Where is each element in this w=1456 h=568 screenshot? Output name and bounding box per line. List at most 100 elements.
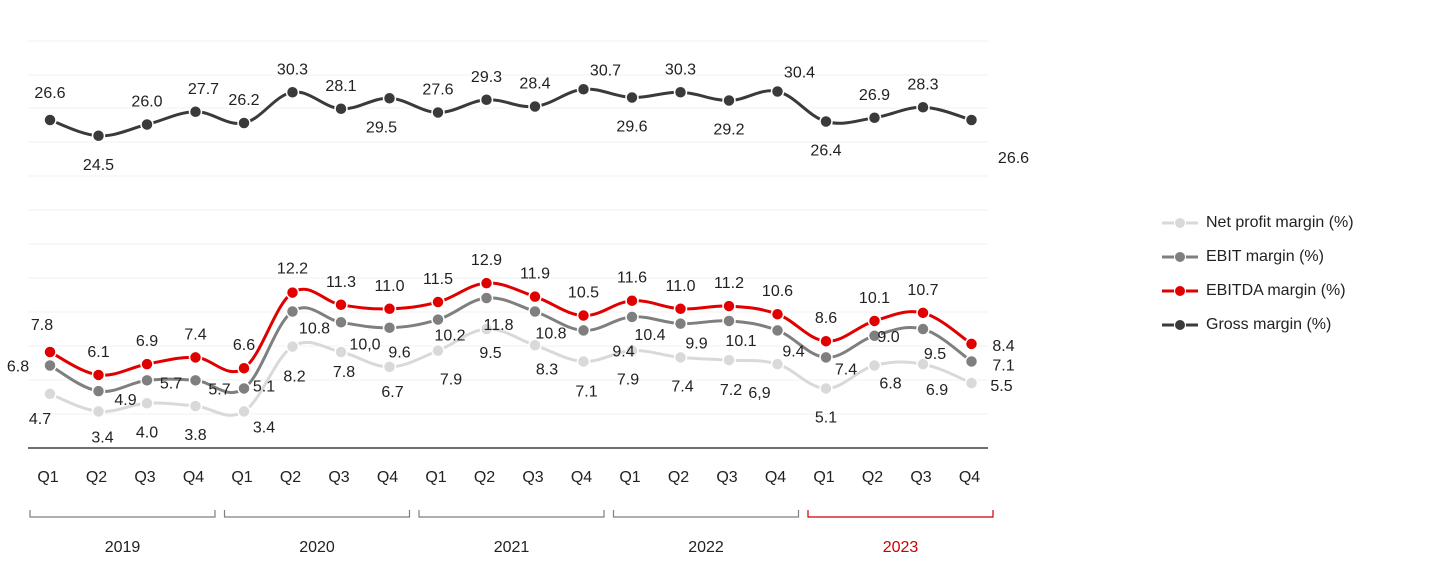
data-label: 7.1 (575, 383, 597, 400)
legend-label: EBIT margin (%) (1206, 248, 1324, 265)
data-label: 7.8 (333, 364, 355, 381)
legend-label: EBITDA margin (%) (1206, 282, 1346, 299)
data-point-ebitda (964, 337, 979, 351)
data-point-ebitda (576, 308, 591, 323)
legend-swatch-marker (1174, 217, 1186, 229)
data-point-ebitda (43, 345, 57, 359)
data-label: 7.1 (992, 357, 1014, 374)
data-label: 6.8 (879, 376, 901, 393)
data-label: 26.6 (998, 150, 1029, 167)
x-tick-label: Q1 (37, 469, 58, 486)
x-tick-label: Q3 (522, 469, 543, 486)
legend-label: Net profit margin (%) (1206, 214, 1354, 231)
x-tick-label: Q1 (425, 469, 446, 486)
data-point-gross (576, 82, 591, 96)
data-label: 29.2 (713, 122, 744, 139)
year-group-2019: 2019 (29, 510, 216, 556)
x-tick-label: Q1 (813, 469, 834, 486)
data-label: 28.1 (325, 78, 356, 95)
data-label: 11.3 (326, 274, 356, 291)
data-point-net (625, 343, 639, 358)
x-tick-label: Q2 (86, 469, 107, 486)
data-label: 11.2 (714, 275, 744, 292)
data-point-ebitda (285, 285, 300, 300)
data-label: 6.9 (926, 382, 948, 399)
data-point-gross (722, 93, 736, 108)
data-label: 6,9 (748, 385, 770, 402)
data-point-ebit (91, 384, 106, 398)
x-tick-label: Q2 (862, 469, 883, 486)
x-tick-label: Q2 (668, 469, 689, 486)
data-label: 30.7 (590, 62, 621, 79)
year-label: 2020 (299, 539, 335, 556)
data-point-ebitda (770, 307, 785, 321)
data-label: 5.1 (815, 409, 837, 426)
legend-swatch-net (1162, 217, 1198, 229)
data-label: 28.4 (519, 76, 550, 93)
data-point-ebitda (867, 314, 882, 328)
series-ebit (43, 291, 979, 398)
data-label: 12.2 (277, 261, 308, 278)
data-point-net (43, 387, 57, 401)
year-group-2020: 2020 (223, 510, 411, 556)
data-point-net (867, 358, 882, 373)
data-point-gross (625, 90, 639, 105)
data-label: 9.0 (877, 329, 899, 346)
data-label: 28.3 (907, 76, 938, 93)
x-axis: Q1 Q2 Q3 Q4 Q1 Q2 Q3 Q4 Q1 Q2 Q3 Q4 Q1 Q2 Q3 Q4 Q1 Q2 Q3 Q4 (28, 447, 988, 486)
data-point-ebitda (382, 302, 397, 316)
data-point-ebitda (819, 334, 833, 348)
data-point-ebitda (625, 293, 639, 308)
legend-swatch-ebit (1162, 251, 1198, 263)
data-point-net (722, 353, 736, 367)
legend-item-net: Net profit margin (%) (1160, 206, 1354, 240)
data-point-net (237, 404, 251, 419)
data-label: 9.6 (388, 345, 410, 362)
x-tick-label: Q1 (619, 469, 640, 486)
data-label: 27.6 (422, 82, 453, 99)
data-point-ebitda (673, 302, 688, 316)
data-label: 24.5 (83, 157, 114, 174)
year-bracket (807, 510, 994, 518)
data-point-net (91, 404, 106, 419)
data-point-ebit (819, 350, 833, 365)
data-point-net (916, 357, 930, 371)
data-point-ebitda (916, 306, 930, 320)
year-group-2022: 2022 (612, 510, 800, 556)
data-labels: 26.6 24.5 26.0 27.7 26.2 30.3 28.1 29.5 27.6 29.3… (7, 61, 1029, 446)
data-label: 11.0 (375, 278, 405, 295)
data-label: 10.8 (299, 321, 330, 338)
data-label: 8.4 (992, 338, 1014, 355)
data-label: 9.9 (685, 336, 707, 353)
legend-swatch-ebitda (1162, 285, 1198, 297)
year-bracket (418, 510, 605, 518)
data-label: 10.5 (568, 285, 599, 302)
data-point-net (431, 343, 445, 358)
legend-swatch-gross (1162, 319, 1198, 331)
data-point-ebit (722, 314, 736, 328)
data-label: 26.9 (859, 87, 890, 104)
x-tick-label: Q2 (474, 469, 495, 486)
year-groups: 2019 2020 2021 2022 2023 (29, 510, 994, 556)
year-bracket (223, 510, 411, 518)
data-label: 5.5 (990, 378, 1012, 395)
data-label: 9.5 (479, 345, 501, 362)
data-point-ebitda (334, 298, 348, 312)
data-point-ebitda (722, 299, 736, 313)
data-point-gross (43, 113, 57, 127)
data-point-ebit (188, 373, 203, 388)
data-point-net (334, 345, 348, 359)
data-label: 9.5 (924, 346, 946, 363)
data-label: 7.9 (617, 372, 639, 389)
data-point-net (479, 322, 494, 336)
data-label: 11.9 (520, 266, 550, 283)
data-point-gross (334, 102, 348, 116)
year-label: 2019 (105, 539, 141, 556)
data-label: 4.0 (136, 424, 158, 441)
data-point-ebit (43, 358, 57, 373)
data-point-ebitda (91, 368, 106, 382)
x-tick-label: Q4 (959, 469, 980, 486)
data-label: 26.4 (810, 143, 841, 160)
data-point-ebit (770, 323, 785, 338)
